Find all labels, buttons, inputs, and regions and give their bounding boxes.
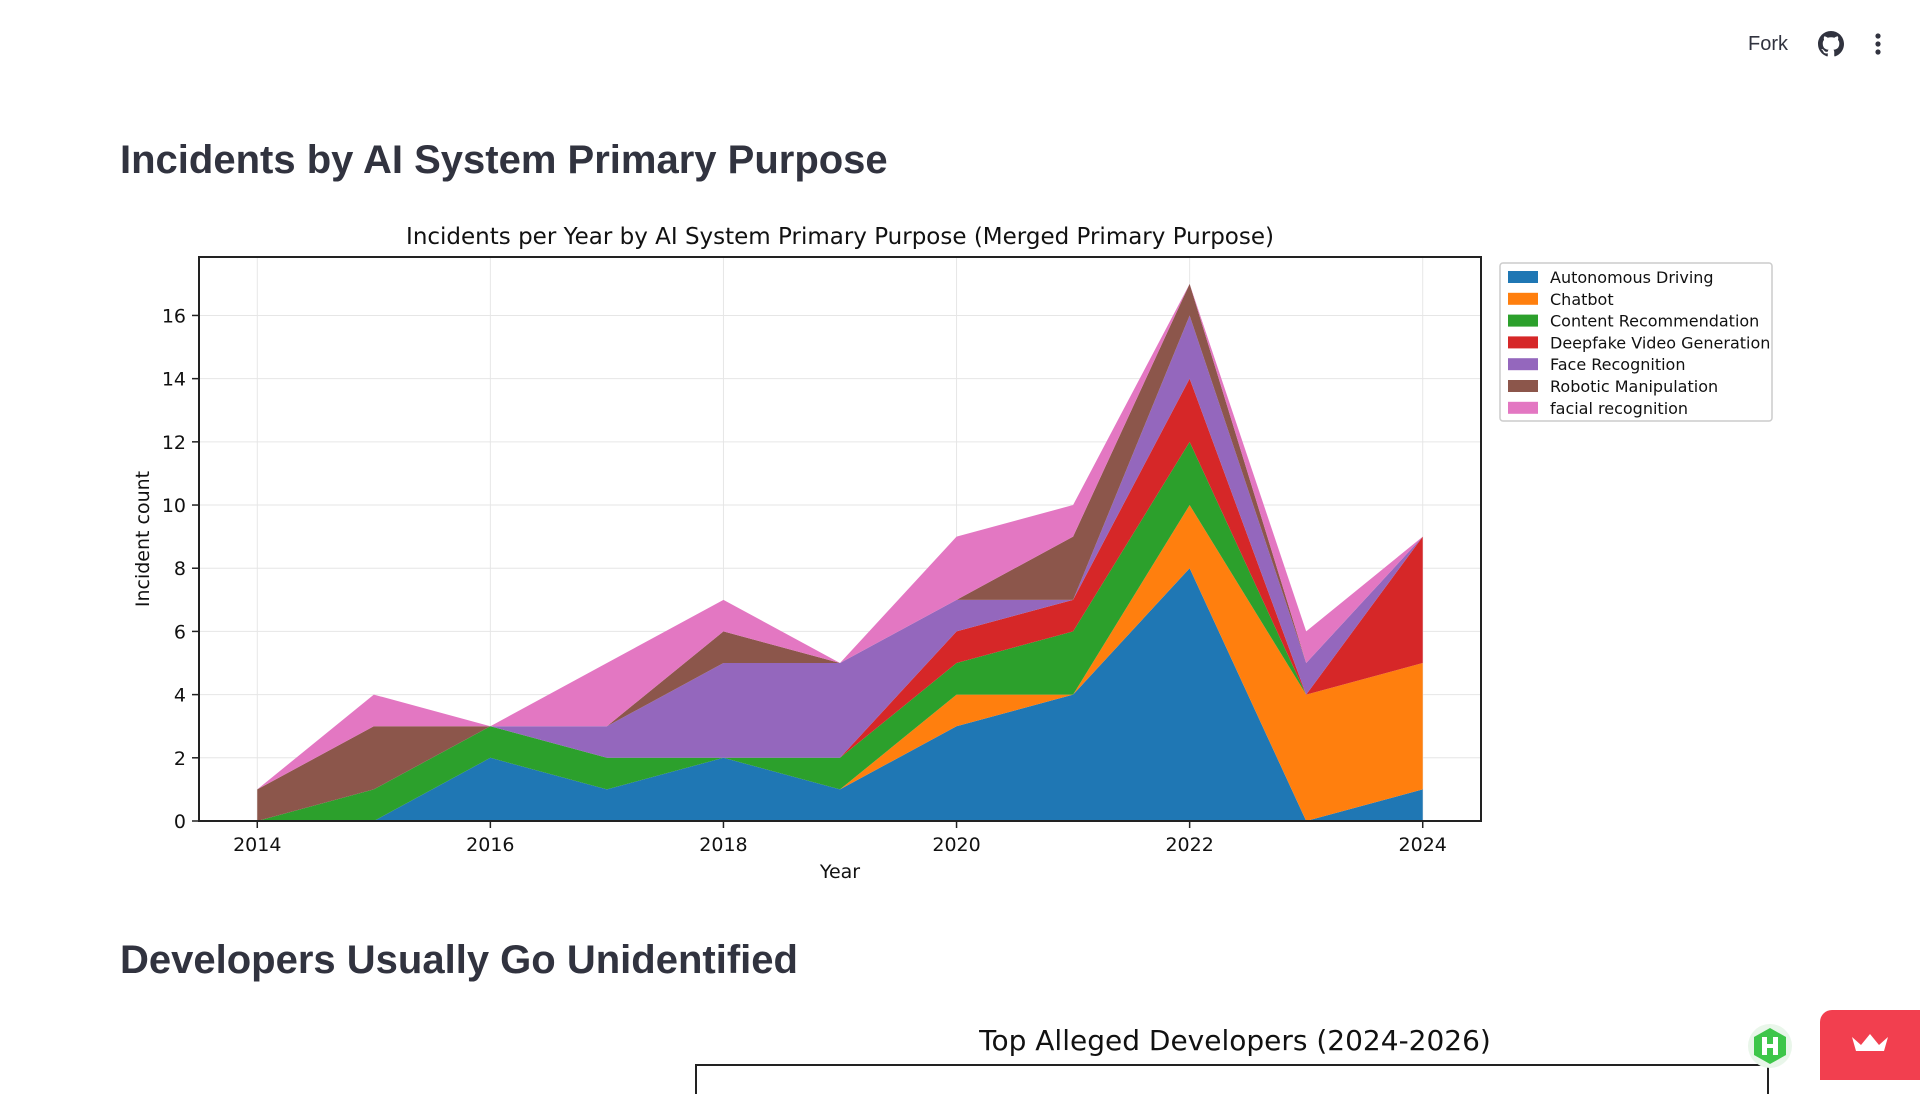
chart-legend: Autonomous Driving Chatbot Content Recomme… [1499,262,1773,422]
deploy-button[interactable] [1820,1010,1920,1080]
legend-label: Chatbot [1550,290,1614,309]
y-axis-label: Incident count [132,471,154,607]
x-axis: 2014 2016 2018 2020 2022 2024 [233,821,1447,856]
x-tick-label: 2024 [1399,834,1447,856]
y-tick-label: 10 [162,495,186,517]
area-chatbot [257,505,1423,821]
y-tick-label: 8 [174,558,186,580]
y-tick-label: 6 [174,621,186,643]
legend-swatch [1508,380,1538,392]
github-icon[interactable] [1818,31,1844,57]
legend-label: Content Recommendation [1550,312,1759,331]
legend-swatch [1508,401,1538,414]
legend-swatch [1508,336,1538,349]
hex-h-icon[interactable] [1748,1024,1792,1068]
y-tick-label: 0 [174,811,186,833]
developers-chart-frame [695,1064,1769,1094]
area-face-recognition [257,315,1423,821]
x-tick-label: 2018 [699,834,747,856]
legend-swatch [1508,271,1538,283]
x-tick-label: 2016 [466,834,514,856]
legend-swatch [1508,292,1538,305]
legend-label: facial recognition [1550,399,1688,418]
section-title-incidents: Incidents by AI System Primary Purpose [120,138,888,182]
x-tick-label: 2020 [932,834,980,856]
developers-chart-title: Top Alleged Developers (2024-2026) [979,1024,1491,1057]
toolbar: Fork [1520,0,1920,88]
crown-icon [1850,1031,1890,1059]
x-tick-label: 2022 [1165,834,1213,856]
area-robotic-manipulation [257,283,1423,821]
chart-title: Incidents per Year by AI System Primary … [406,224,1274,250]
legend-label: Autonomous Driving [1550,268,1714,287]
chart-areas [257,283,1423,821]
y-tick-label: 16 [162,305,186,327]
legend-swatch [1508,358,1538,371]
fork-button[interactable]: Fork [1748,32,1788,55]
kebab-menu-icon[interactable] [1874,32,1882,56]
plot-frame [198,256,1482,822]
legend-label: Face Recognition [1550,355,1685,374]
incidents-area-chart: 0 2 4 6 8 10 12 14 16 2014 2016 2018 2020 2022 2024 I… [132,224,1773,883]
legend-label: Robotic Manipulation [1550,377,1718,396]
section-title-developers: Developers Usually Go Unidentified [120,938,798,982]
legend-swatch [1508,314,1538,327]
x-tick-label: 2014 [233,834,281,856]
legend-label: Deepfake Video Generation [1550,333,1770,352]
y-axis: 0 2 4 6 8 10 12 14 16 [162,305,199,833]
y-tick-label: 4 [174,685,186,707]
legend-box [1499,262,1773,422]
y-tick-label: 14 [162,369,186,391]
y-tick-label: 2 [174,748,186,770]
x-axis-label: Year [819,861,860,883]
y-tick-label: 12 [162,432,186,454]
